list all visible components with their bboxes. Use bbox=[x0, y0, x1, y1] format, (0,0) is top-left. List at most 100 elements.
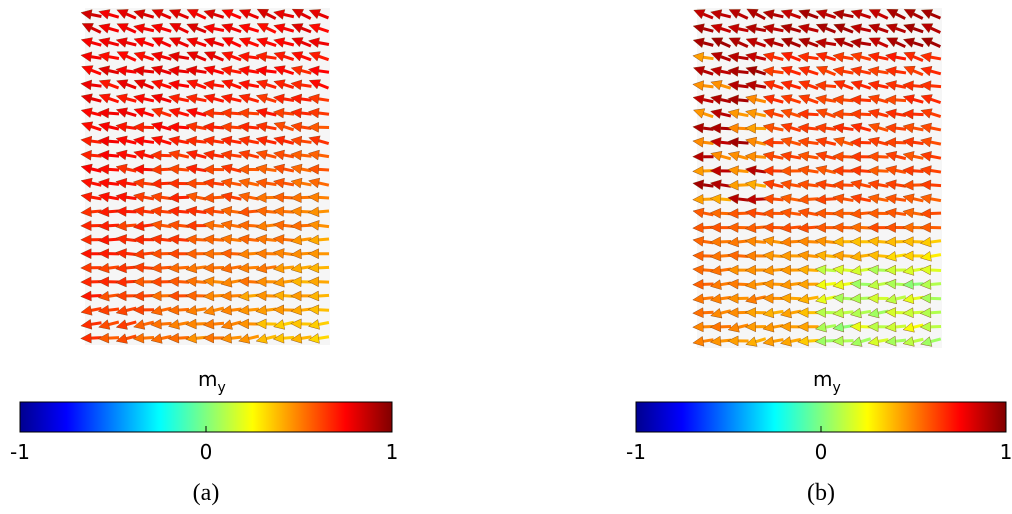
arrow-shaft bbox=[249, 183, 259, 185]
arrow-shaft bbox=[266, 183, 276, 185]
arrow-shaft bbox=[773, 29, 783, 31]
arrow-shaft bbox=[319, 295, 329, 296]
arrow-shaft bbox=[214, 155, 224, 157]
arrow-shaft bbox=[896, 71, 906, 73]
arrow-shaft bbox=[214, 197, 224, 198]
arrow-shaft bbox=[931, 86, 941, 87]
arrow-shaft bbox=[91, 323, 101, 325]
arrow-shaft bbox=[109, 57, 119, 59]
arrow-shaft bbox=[843, 71, 853, 73]
arrow-shaft bbox=[214, 183, 224, 184]
panel: my -101 (b) bbox=[626, 8, 1012, 506]
arrow-shaft bbox=[826, 283, 836, 284]
arrow-shaft bbox=[319, 113, 329, 114]
arrow-shaft bbox=[931, 270, 941, 271]
arrow-shaft bbox=[144, 337, 154, 338]
arrow-shaft bbox=[861, 114, 871, 115]
arrow-shaft bbox=[756, 242, 766, 243]
arrow-shaft bbox=[301, 113, 311, 114]
arrow-shaft bbox=[896, 128, 906, 129]
arrow-shaft bbox=[109, 141, 119, 142]
arrow-shaft bbox=[738, 29, 748, 31]
arrow-shaft bbox=[773, 311, 783, 313]
arrow-shaft bbox=[808, 185, 818, 186]
arrow-shaft bbox=[808, 142, 818, 143]
arrow-shaft bbox=[931, 171, 941, 173]
arrow-shaft bbox=[126, 197, 136, 198]
arrow-shaft bbox=[738, 114, 748, 116]
arrow-shaft bbox=[826, 325, 836, 327]
figure: my -101 (a) my -101 (b) bbox=[0, 0, 1012, 514]
arrow-shaft bbox=[161, 225, 171, 226]
arrow-shaft bbox=[756, 185, 766, 187]
arrow-shaft bbox=[231, 183, 241, 185]
arrow-shaft bbox=[109, 309, 119, 310]
arrow-shaft bbox=[319, 71, 329, 72]
arrow-shaft bbox=[91, 15, 101, 17]
arrow-shaft bbox=[703, 298, 713, 299]
arrow-shaft bbox=[319, 225, 329, 226]
arrow-shaft bbox=[791, 156, 801, 158]
arrow-shaft bbox=[878, 71, 888, 73]
arrow-shaft bbox=[179, 267, 189, 268]
arrow-shaft bbox=[214, 141, 224, 143]
arrow-shaft bbox=[231, 239, 241, 240]
arrow-shaft bbox=[161, 323, 171, 324]
caption: (a) bbox=[193, 480, 220, 506]
arrow-shaft bbox=[214, 211, 224, 212]
arrow-shaft bbox=[249, 127, 259, 128]
arrow-shaft bbox=[284, 183, 294, 185]
arrow-shaft bbox=[931, 142, 941, 144]
arrow-shaft bbox=[913, 171, 923, 172]
arrow-shaft bbox=[144, 211, 154, 212]
arrow-shaft bbox=[931, 156, 941, 158]
arrow-shaft bbox=[196, 99, 206, 101]
arrow-shaft bbox=[214, 225, 224, 226]
arrow-shaft bbox=[214, 240, 224, 241]
arrow-shaft bbox=[144, 197, 154, 199]
arrow-shaft bbox=[861, 100, 871, 101]
arrow-shaft bbox=[843, 256, 853, 257]
arrow-shaft bbox=[703, 86, 713, 87]
arrow-shaft bbox=[896, 340, 906, 341]
arrow-shaft bbox=[861, 199, 871, 201]
arrow-shaft bbox=[319, 169, 329, 170]
colorbar-label: my bbox=[813, 367, 841, 396]
arrow-shaft bbox=[91, 85, 101, 86]
arrow-shaft bbox=[931, 199, 941, 201]
arrow-shaft bbox=[808, 128, 818, 129]
arrow-shaft bbox=[179, 211, 189, 212]
arrow-shaft bbox=[249, 141, 259, 143]
arrow-shaft bbox=[319, 239, 329, 240]
arrow-shaft bbox=[913, 128, 923, 130]
arrow-shaft bbox=[214, 282, 224, 283]
arrow-shaft bbox=[861, 284, 871, 285]
arrow-shaft bbox=[319, 267, 329, 268]
arrow-shaft bbox=[231, 141, 241, 143]
arrow-shaft bbox=[179, 127, 189, 128]
arrow-shaft bbox=[126, 225, 136, 226]
arrow-shaft bbox=[284, 169, 294, 171]
arrow-shaft bbox=[91, 197, 101, 199]
arrow-shaft bbox=[319, 99, 329, 101]
arrow-shaft bbox=[109, 113, 119, 114]
arrow-shaft bbox=[231, 197, 241, 199]
arrow-shaft bbox=[773, 199, 783, 200]
arrow-shaft bbox=[931, 241, 941, 242]
colorbar-tick-label: 0 bbox=[200, 440, 213, 464]
arrow-shaft bbox=[319, 155, 329, 157]
arrow-shaft bbox=[301, 99, 311, 100]
colorbar-tick-label: -1 bbox=[626, 440, 646, 464]
arrow-shaft bbox=[703, 185, 713, 186]
arrow-shaft bbox=[826, 86, 836, 87]
arrow-shaft bbox=[284, 99, 294, 101]
arrow-shaft bbox=[931, 128, 941, 130]
arrow-shaft bbox=[319, 322, 329, 324]
arrow-shaft bbox=[319, 43, 329, 45]
arrow-shaft bbox=[703, 270, 713, 271]
arrow-shaft bbox=[249, 71, 259, 73]
arrow-shaft bbox=[109, 155, 119, 156]
arrow-shaft bbox=[301, 85, 311, 87]
arrow-shaft bbox=[214, 29, 224, 31]
arrow-shaft bbox=[703, 57, 713, 58]
